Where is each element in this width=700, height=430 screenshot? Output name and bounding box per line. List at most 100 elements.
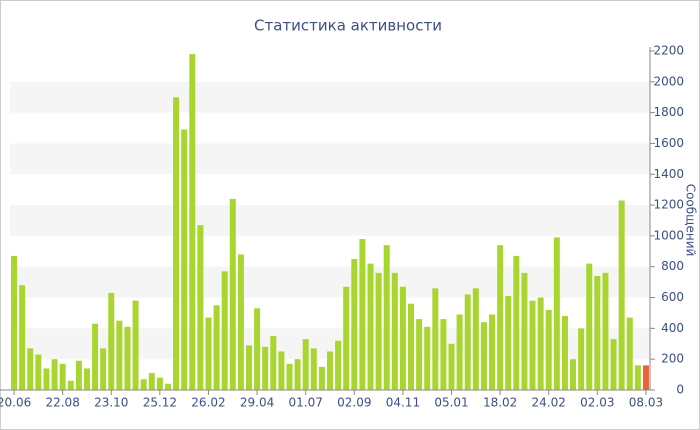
bar — [351, 259, 358, 390]
y-tick-label: 400 — [661, 321, 684, 335]
bar — [108, 292, 115, 390]
x-tick-label: 02.03 — [580, 396, 614, 410]
bar — [578, 328, 585, 390]
bar — [513, 255, 520, 390]
bar — [237, 254, 244, 390]
bar — [602, 272, 609, 390]
bar — [59, 363, 66, 390]
y-tick-label: 1400 — [653, 167, 684, 181]
bar — [327, 351, 333, 390]
bar — [594, 275, 601, 390]
bar — [586, 263, 593, 390]
bar — [618, 200, 625, 390]
bar — [489, 314, 496, 390]
grid-band — [10, 205, 650, 236]
x-tick-label: 20.06 — [0, 396, 31, 410]
grid-band — [10, 266, 650, 298]
x-tick-label: 04.11 — [386, 396, 420, 410]
bar — [205, 317, 212, 390]
bar — [505, 296, 512, 390]
bar — [464, 294, 471, 390]
bar — [294, 359, 301, 390]
bar — [197, 225, 204, 390]
bar — [221, 271, 228, 390]
bar — [642, 365, 649, 390]
x-tick-label: 01.07 — [289, 396, 323, 410]
y-tick-label: 1800 — [653, 105, 684, 119]
chart-title: Статистика активности — [254, 17, 442, 35]
bar — [391, 272, 398, 390]
bar — [11, 255, 18, 390]
bar — [310, 348, 317, 390]
bar — [189, 54, 196, 390]
bar — [302, 339, 309, 390]
bar — [634, 365, 641, 390]
bar — [318, 366, 325, 390]
bar — [399, 286, 406, 390]
bar — [262, 346, 269, 390]
bar — [27, 348, 34, 390]
bar — [164, 383, 171, 390]
x-tick-label: 26.02 — [191, 396, 225, 410]
y-tick-label: 800 — [661, 259, 684, 273]
x-tick-label: 29.04 — [240, 396, 274, 410]
bar — [480, 322, 487, 390]
bar — [408, 303, 415, 390]
bar — [43, 368, 50, 390]
bar — [229, 198, 236, 390]
y-tick-label: 600 — [661, 290, 684, 304]
x-tick-label: 05.01 — [434, 396, 468, 410]
y-tick-label: 2200 — [653, 44, 684, 58]
bar — [35, 354, 42, 390]
bar — [254, 308, 261, 390]
bar — [132, 300, 139, 390]
bar — [67, 380, 74, 390]
y-tick-label: 1200 — [653, 198, 684, 212]
bar — [343, 286, 350, 390]
y-tick-label: 0 — [676, 383, 684, 397]
bar — [375, 272, 382, 390]
bar — [213, 305, 220, 390]
bar — [440, 319, 447, 390]
bar — [245, 345, 252, 390]
bar — [148, 373, 155, 390]
bar — [173, 97, 180, 391]
bar — [278, 351, 285, 390]
bar — [156, 377, 163, 390]
bar — [472, 288, 479, 390]
grid-band — [10, 143, 650, 175]
bar — [497, 245, 504, 390]
bar — [561, 316, 568, 390]
x-tick-label: 18.02 — [483, 396, 517, 410]
bar — [359, 238, 366, 390]
bar — [529, 300, 536, 390]
x-tick-label: 23.10 — [94, 396, 128, 410]
bar — [270, 336, 277, 390]
y-tick-label: 2000 — [653, 74, 684, 88]
bar — [367, 263, 374, 390]
bar — [626, 317, 633, 390]
x-tick-label: 08.03 — [629, 396, 663, 410]
x-tick-label: 02.09 — [337, 396, 371, 410]
bar — [553, 237, 560, 390]
bar — [100, 348, 107, 390]
bar — [51, 359, 58, 390]
x-tick-label: 24.02 — [532, 396, 566, 410]
y-tick-label: 200 — [661, 352, 684, 366]
bar — [335, 340, 342, 390]
grid-band — [10, 81, 650, 113]
bar — [521, 272, 528, 390]
bar — [416, 319, 423, 390]
y-tick-label: 1600 — [653, 136, 684, 150]
bar — [545, 309, 552, 390]
bar — [83, 368, 90, 390]
y-tick-label: 1000 — [653, 228, 684, 242]
bar — [537, 297, 544, 390]
bar — [424, 326, 431, 390]
bar — [124, 326, 131, 390]
bar — [116, 320, 123, 390]
bar — [92, 323, 99, 390]
x-tick-label: 25.12 — [143, 396, 177, 410]
bar — [456, 314, 463, 390]
